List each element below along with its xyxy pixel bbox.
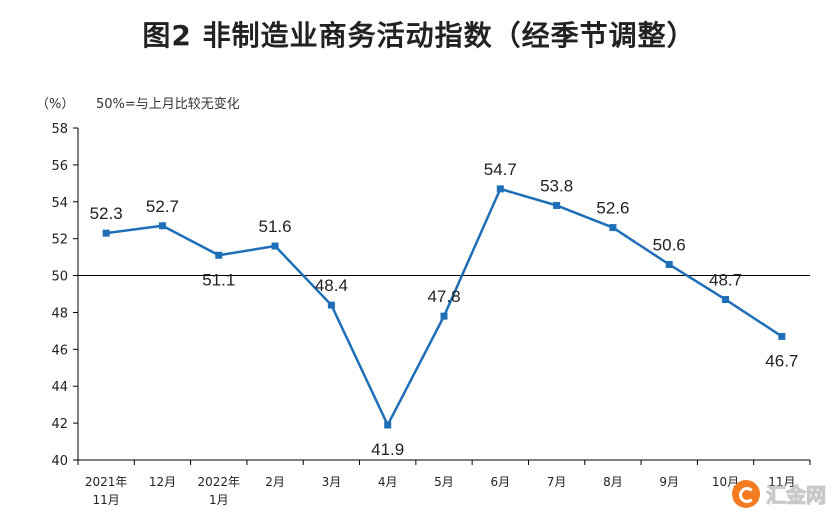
data-points [102, 185, 786, 429]
data-point [778, 332, 786, 340]
data-label: 52.7 [146, 197, 179, 216]
x-tick-label: 2021年 11月 [85, 475, 128, 507]
x-axis-labels: 2021年 11月 12月 2022年 1月 2月 3月 4月 5月 6月 7月 8月 9月 10月 11月 [85, 475, 796, 507]
data-point [665, 260, 673, 268]
y-tick-label: 40 [51, 454, 68, 469]
data-label: 48.4 [315, 276, 348, 295]
data-label: 48.7 [709, 271, 742, 290]
x-tick-label: 10月 [712, 475, 739, 489]
x-tick-label: 9月 [659, 475, 679, 489]
series-line [105, 187, 783, 427]
series-line-group [105, 187, 783, 427]
y-unit-label: （%） [36, 97, 75, 112]
x-tick-label: 11月 [768, 475, 795, 489]
y-tick-label: 48 [51, 306, 68, 321]
data-point [440, 312, 448, 320]
data-label: 51.1 [202, 270, 235, 289]
y-tick-label: 44 [51, 380, 68, 395]
data-point [553, 201, 561, 209]
data-point [102, 229, 110, 237]
data-label: 46.7 [765, 351, 798, 370]
data-point [158, 222, 166, 230]
data-label: 47.8 [427, 287, 460, 306]
x-tick-label: 5月 [434, 475, 454, 489]
x-tick-label: 8月 [603, 475, 623, 489]
data-label: 54.7 [484, 160, 517, 179]
y-tick-label: 42 [51, 417, 68, 432]
watermark-text: 汇金网 [766, 483, 827, 508]
x-tick-label: 6月 [490, 475, 510, 489]
data-point [609, 224, 617, 232]
x-tick-label: 12月 [149, 475, 176, 489]
y-tick-label: 52 [51, 233, 68, 248]
y-tick-label: 58 [51, 122, 68, 137]
x-tick-label: 3月 [322, 475, 342, 489]
x-tick-label: 7月 [547, 475, 567, 489]
data-point [271, 242, 279, 250]
data-labels: 52.3 52.7 51.1 51.6 48.4 41.9 47.8 54.7 53.8 52.6… [90, 160, 799, 459]
data-point [215, 251, 223, 259]
x-tick-label: 4月 [378, 475, 398, 489]
x-tick-label: 2月 [265, 475, 285, 489]
data-label: 41.9 [371, 440, 404, 459]
y-tick-label: 50 [51, 270, 68, 285]
data-point [327, 301, 335, 309]
data-label: 52.6 [596, 199, 629, 218]
y-tick-label: 56 [51, 159, 68, 174]
reference-note: 50%=与上月比较无变化 [96, 97, 240, 112]
data-point [722, 296, 730, 304]
data-label: 51.6 [259, 217, 292, 236]
x-tick-label: 2022年 1月 [197, 475, 240, 507]
axes: 40 42 44 46 48 50 52 54 56 58 [51, 122, 811, 469]
data-label: 52.3 [90, 204, 123, 223]
chart-title: 图2 非制造业商务活动指数（经季节调整） [142, 19, 696, 52]
data-point [496, 185, 504, 193]
watermark: 汇金网 [732, 479, 827, 508]
data-label: 53.8 [540, 176, 573, 195]
y-tick-label: 46 [51, 343, 68, 358]
huijin-logo-icon [732, 479, 760, 508]
data-label: 50.6 [653, 235, 686, 254]
data-point [384, 421, 392, 429]
y-tick-label: 54 [51, 196, 68, 211]
